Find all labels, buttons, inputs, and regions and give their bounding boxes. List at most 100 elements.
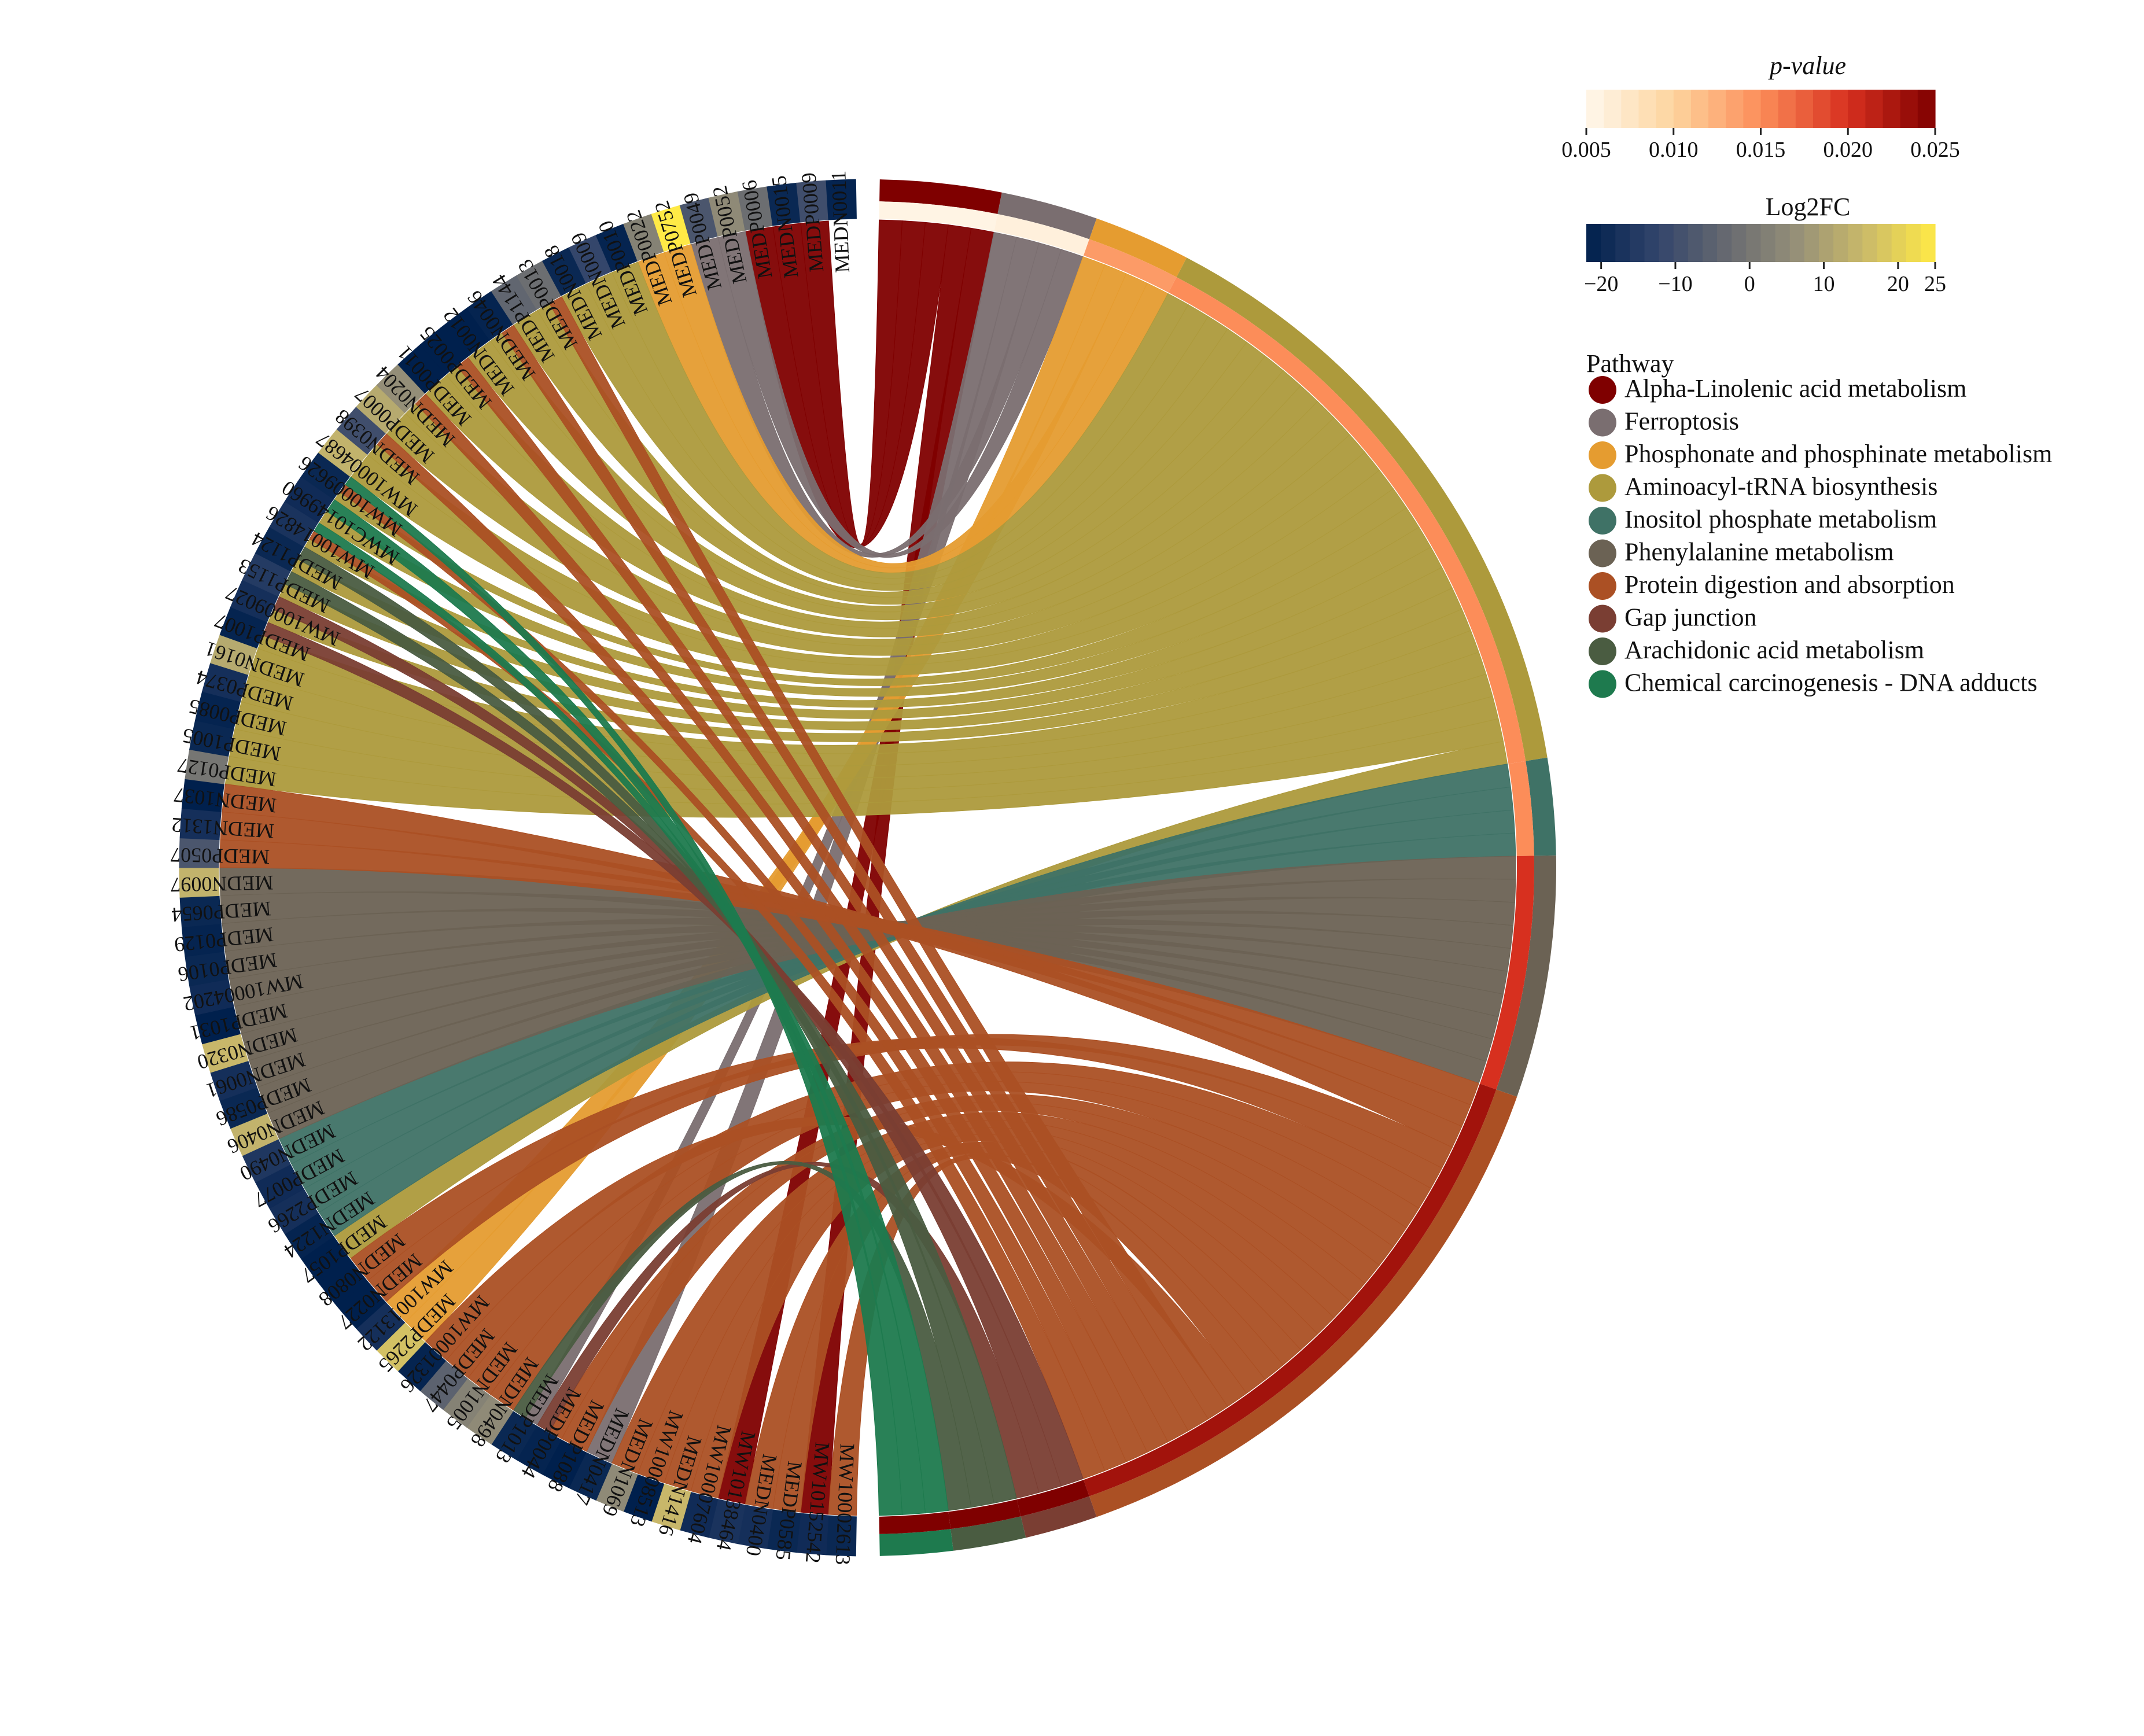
pvalue-colorbar-title: p-value [1768, 51, 1846, 80]
colorbar-segment [1638, 90, 1657, 128]
legend-swatch [1589, 539, 1616, 567]
pvalue-colorbar [1586, 90, 1936, 128]
legend-swatch [1589, 637, 1616, 665]
metabolite-label: MEDP0507 [170, 843, 270, 869]
colorbar-segment [1708, 90, 1726, 128]
colorbar-segment [1795, 90, 1814, 128]
colorbar-segment [1891, 224, 1907, 262]
metabolite-label: MEDN0097 [170, 871, 274, 897]
colorbar-segment [1917, 90, 1936, 128]
colorbar-segment [1604, 90, 1622, 128]
pvalue-arc [879, 201, 998, 231]
colorbar-segment [1673, 90, 1692, 128]
colorbar-segment [1789, 224, 1805, 262]
legend-swatch [1589, 376, 1616, 404]
legend-label: Ferroptosis [1624, 407, 1739, 436]
chord-link [548, 296, 1228, 1420]
log2fc-colorbar-ticks: −20 −10 0 10 20 25 [1584, 262, 1946, 296]
pathway-arc [1089, 218, 1187, 278]
legend-label: Gap junction [1624, 603, 1757, 632]
colorbar-segment [1673, 224, 1689, 262]
colorbar-segment [1586, 224, 1601, 262]
legend-label: Inositol phosphate metabolism [1624, 505, 1937, 533]
colorbar-tick-label: 25 [1924, 272, 1946, 296]
pathway-arcs [879, 179, 1556, 1556]
legend-swatch [1589, 572, 1616, 600]
colorbar-segment [1819, 224, 1834, 262]
colorbar-segment [1621, 90, 1640, 128]
colorbar-segment [1804, 224, 1819, 262]
pvalue-arc [1480, 856, 1534, 1090]
legend-label: Aminoacyl-tRNA biosynthesis [1624, 473, 1937, 501]
colorbar-tick-label: −20 [1584, 272, 1618, 296]
colorbar-segment [1717, 224, 1732, 262]
pvalue-ring [879, 201, 1534, 1534]
colorbar-tick-label: 10 [1813, 272, 1835, 296]
pathway-arc [997, 192, 1097, 239]
colorbar-tick-label: −10 [1658, 272, 1692, 296]
chord-link [717, 231, 1084, 558]
pathway-arc [1021, 1496, 1097, 1538]
legend-swatch [1589, 408, 1616, 437]
legend-swatch [1589, 670, 1616, 698]
colorbar-segment [1726, 90, 1744, 128]
colorbar-segment [1760, 90, 1779, 128]
colorbar-segment [1688, 224, 1703, 262]
colorbar-tick-label: 0.025 [1910, 138, 1960, 162]
pathway-arc [879, 1529, 953, 1556]
colorbar-segment [1833, 224, 1848, 262]
pathway-arc [1496, 855, 1556, 1097]
legend-swatch [1589, 474, 1616, 502]
colorbar-segment [1732, 224, 1747, 262]
legend-label: Phosphonate and phosphinate metabolism [1624, 440, 2052, 468]
metabolite-cell [826, 179, 857, 220]
chord-link [350, 1037, 1443, 1281]
colorbar-segment [1906, 224, 1921, 262]
legend-label: Phenylalanine metabolism [1624, 538, 1894, 566]
chord-link [222, 783, 1463, 1148]
colorbar-tick-label: 0.010 [1649, 138, 1699, 162]
colorbar-segment [1615, 224, 1630, 262]
colorbar-tick-label: 0 [1744, 272, 1755, 296]
colorbar-segment [1862, 224, 1878, 262]
colorbar-segment [1690, 90, 1709, 128]
colorbars: p-value 0.005 0.010 0.015 0.020 0.025 Log2FC… [1561, 51, 1960, 296]
legend-swatch [1589, 441, 1616, 469]
chord-link [309, 530, 1106, 1479]
legend-label: Chemical carcinogenesis - DNA adducts [1624, 669, 2038, 697]
legend-swatch [1589, 507, 1616, 535]
colorbar-tick-label: 0.005 [1561, 138, 1611, 162]
log2fc-colorbar [1586, 224, 1936, 262]
metabolite-ring [179, 179, 857, 1557]
chord-link [377, 433, 1148, 1462]
metabolite-labels: MW10002613MW10152542MEDP0585MEDN0400MW10… [170, 170, 859, 1565]
chord-link [339, 484, 1127, 1472]
chord-link [501, 325, 1209, 1432]
colorbar-segment [1630, 224, 1645, 262]
colorbar-segment [1830, 90, 1848, 128]
colorbar-tick-label: 0.020 [1823, 138, 1873, 162]
colorbar-segment [1775, 224, 1791, 262]
colorbar-segment [1644, 224, 1660, 262]
chord-link [297, 546, 994, 1508]
legend-title: Pathway [1586, 349, 1674, 378]
metabolite-label: MEDN0011 [827, 170, 854, 273]
pathway-arc [951, 1516, 1026, 1551]
pathway-arc [879, 179, 1002, 215]
colorbar-segment [1703, 224, 1718, 262]
colorbar-segment [1813, 90, 1831, 128]
colorbar-segment [1601, 224, 1616, 262]
metabolite-label: MW10002613 [831, 1443, 859, 1565]
legend-label: Alpha-Linolenic acid metabolism [1624, 374, 1966, 403]
log2fc-colorbar-title: Log2FC [1766, 193, 1851, 221]
chord-link [273, 596, 1062, 1493]
colorbar-segment [1848, 224, 1863, 262]
chord-link [456, 357, 1189, 1443]
colorbar-tick-label: 20 [1887, 272, 1909, 296]
chord-links [219, 219, 1516, 1516]
pvalue-arc [1508, 761, 1534, 856]
colorbar-segment [1883, 90, 1901, 128]
colorbar-segment [1760, 224, 1776, 262]
colorbar-segment [1865, 90, 1884, 128]
